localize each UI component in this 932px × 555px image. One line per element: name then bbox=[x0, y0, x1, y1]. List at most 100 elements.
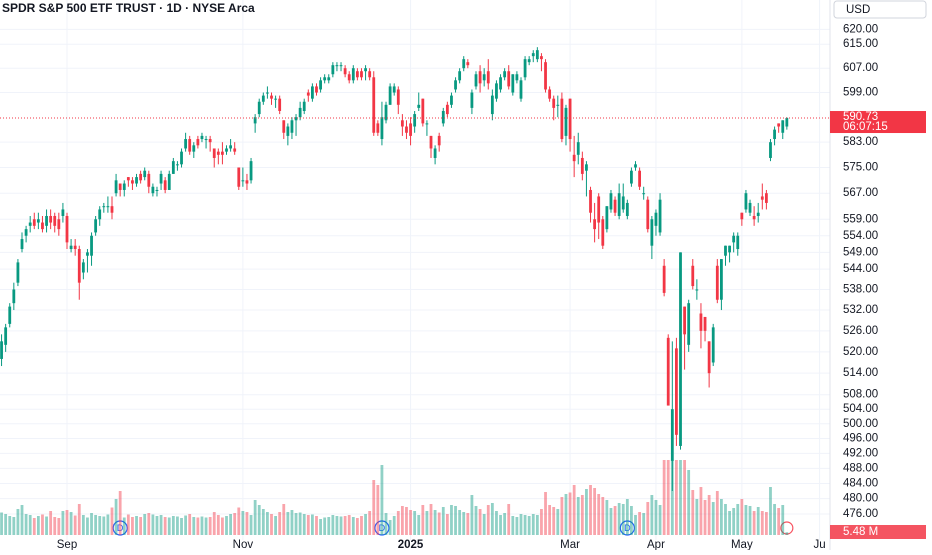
candle-body bbox=[703, 316, 707, 331]
volume-bar bbox=[544, 492, 547, 535]
volume-bar bbox=[384, 513, 388, 535]
volume-bar bbox=[437, 512, 441, 535]
y-tick-label: 492.00 bbox=[843, 447, 878, 459]
candle-body bbox=[212, 148, 216, 158]
candle-body bbox=[634, 164, 637, 168]
volume-bar bbox=[781, 505, 785, 535]
candle-body bbox=[666, 337, 670, 406]
candle-body bbox=[114, 180, 118, 194]
event-marker bbox=[374, 520, 390, 536]
volume-bar bbox=[687, 470, 691, 535]
candle-body bbox=[495, 83, 498, 99]
candle-body bbox=[36, 219, 40, 223]
candle-body bbox=[139, 173, 143, 181]
candle-body bbox=[748, 202, 752, 213]
candle-body bbox=[392, 86, 396, 93]
candle-body bbox=[237, 167, 241, 187]
volume-bar bbox=[392, 516, 396, 535]
candle-body bbox=[736, 235, 740, 250]
candle-body bbox=[433, 148, 437, 158]
volume-bar bbox=[28, 515, 32, 535]
candle-body bbox=[28, 222, 32, 226]
volume-bar bbox=[355, 518, 359, 535]
volume-bar bbox=[388, 520, 392, 535]
volume-bar bbox=[564, 494, 568, 535]
volume-bar bbox=[589, 485, 592, 535]
volume-bar bbox=[691, 490, 695, 535]
candle-body bbox=[585, 164, 588, 171]
volume-bar bbox=[617, 503, 621, 535]
volume-bar bbox=[180, 518, 183, 535]
candle-body bbox=[654, 212, 658, 226]
candle-body bbox=[658, 199, 662, 233]
candle-body bbox=[724, 245, 727, 256]
y-tick-label: 500.00 bbox=[843, 418, 878, 430]
candle-body bbox=[45, 215, 48, 226]
candle-body bbox=[560, 98, 564, 140]
volume-bar bbox=[593, 488, 597, 535]
event-label: D bbox=[117, 523, 124, 533]
volume-bar bbox=[519, 514, 523, 535]
volume-bar bbox=[49, 511, 53, 535]
candle-body bbox=[409, 123, 412, 136]
candle-body bbox=[527, 59, 531, 63]
currency[interactable]: USD bbox=[846, 4, 870, 16]
volume-bar bbox=[707, 495, 711, 535]
volume-bar bbox=[143, 514, 147, 535]
candle-body bbox=[752, 215, 756, 220]
candle-body bbox=[482, 74, 486, 81]
candle-body bbox=[728, 245, 731, 253]
candle-body bbox=[769, 142, 772, 158]
candle-body bbox=[200, 135, 204, 140]
volume-bar bbox=[319, 519, 322, 535]
y-tick-label: 567.00 bbox=[843, 187, 878, 199]
volume-bar bbox=[200, 516, 204, 535]
volume-bar bbox=[531, 514, 535, 535]
volume-bar bbox=[650, 495, 654, 535]
currency-box[interactable] bbox=[833, 0, 927, 19]
candle-body bbox=[155, 189, 159, 191]
y-tick-label: 559.00 bbox=[843, 213, 878, 225]
candle-body bbox=[184, 139, 188, 149]
volume-bar bbox=[294, 513, 298, 535]
volume-bar bbox=[237, 507, 241, 535]
y-tick-label: 520.00 bbox=[843, 346, 878, 358]
volume-bar bbox=[139, 517, 143, 535]
y-tick-label: 538.00 bbox=[843, 284, 878, 296]
candle-body bbox=[548, 89, 552, 99]
candle-body bbox=[601, 219, 605, 246]
volume-bar bbox=[343, 516, 347, 535]
volume-bar bbox=[732, 508, 736, 535]
candle-body bbox=[605, 206, 609, 230]
x-tick-label: Apr bbox=[647, 539, 665, 550]
volume-bar bbox=[155, 516, 159, 535]
candle-body bbox=[151, 186, 155, 194]
volume-bar bbox=[752, 511, 756, 535]
volume-bar bbox=[36, 516, 40, 535]
volume-bar bbox=[212, 512, 216, 535]
candle-body bbox=[384, 104, 388, 121]
candle-body bbox=[216, 151, 220, 155]
candle-body bbox=[715, 265, 719, 300]
volume-bar bbox=[773, 504, 776, 535]
volume-bar bbox=[184, 515, 188, 535]
volume-bar bbox=[368, 511, 372, 535]
volume-bar bbox=[196, 517, 200, 535]
candle-body bbox=[613, 199, 617, 213]
volume-bar bbox=[45, 516, 48, 535]
candle-body bbox=[540, 56, 543, 60]
candle-body bbox=[572, 154, 576, 162]
volume-bar bbox=[507, 504, 511, 535]
volume-bar bbox=[609, 508, 613, 535]
volume-bar bbox=[159, 515, 163, 535]
y-tick-label: 554.00 bbox=[843, 230, 878, 242]
y-tick-label: 599.00 bbox=[843, 87, 878, 99]
volume-bar bbox=[204, 517, 208, 535]
candle-body bbox=[339, 65, 343, 67]
candle-body bbox=[650, 219, 654, 246]
candle-body bbox=[245, 180, 249, 184]
candle-body bbox=[208, 139, 212, 143]
candle-body bbox=[474, 74, 478, 87]
volume-bar bbox=[450, 505, 453, 535]
candle-body bbox=[286, 126, 290, 136]
